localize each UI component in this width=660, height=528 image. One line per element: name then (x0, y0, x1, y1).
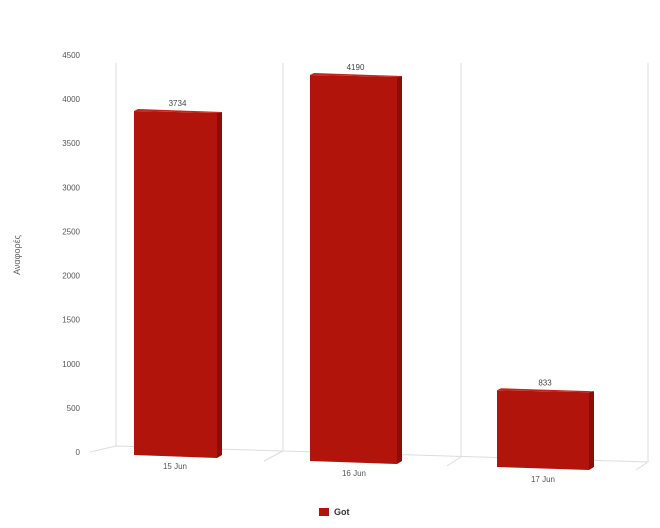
bar-top (134, 109, 222, 114)
y-tick-label: 4500 (62, 51, 80, 60)
bar-side (589, 391, 594, 470)
data-label: 3734 (169, 99, 187, 108)
x-axis-ticks: 15 Jun 16 Jun 17 Jun (163, 462, 555, 484)
data-label: 833 (538, 378, 552, 387)
x-tick-label: 15 Jun (163, 462, 187, 471)
y-tick-label: 1000 (62, 360, 80, 369)
grid-floor-divider (446, 456, 462, 467)
bar-side (217, 112, 222, 458)
chart-bars: 3734 4190 833 (134, 63, 594, 470)
legend-item-got: Got (334, 507, 350, 517)
legend[interactable]: Got (319, 507, 350, 517)
bar-top (310, 73, 402, 77)
y-tick-label: 500 (67, 404, 81, 413)
bar (134, 111, 217, 458)
legend-swatch (319, 508, 329, 516)
y-tick-label: 1500 (62, 316, 80, 325)
bar-top (497, 388, 594, 393)
bar-side (397, 76, 402, 464)
x-tick-label: 17 Jun (531, 475, 555, 484)
bar (310, 75, 397, 464)
y-axis-ticks: 0 500 1000 1500 2000 2500 3000 3500 4000 4500 (62, 51, 80, 457)
y-tick-label: 0 (76, 448, 81, 457)
data-label: 4190 (347, 63, 365, 72)
bar (497, 390, 589, 470)
y-tick-label: 3000 (62, 183, 80, 192)
y-tick-label: 3500 (62, 139, 80, 148)
grid-floor-divider (263, 450, 284, 462)
x-tick-label: 16 Jun (342, 469, 366, 478)
y-axis-title: Αναφορές (12, 234, 22, 275)
y-tick-label: 2500 (62, 227, 80, 236)
y-tick-label: 4000 (62, 95, 80, 104)
y-tick-label: 2000 (62, 272, 80, 281)
